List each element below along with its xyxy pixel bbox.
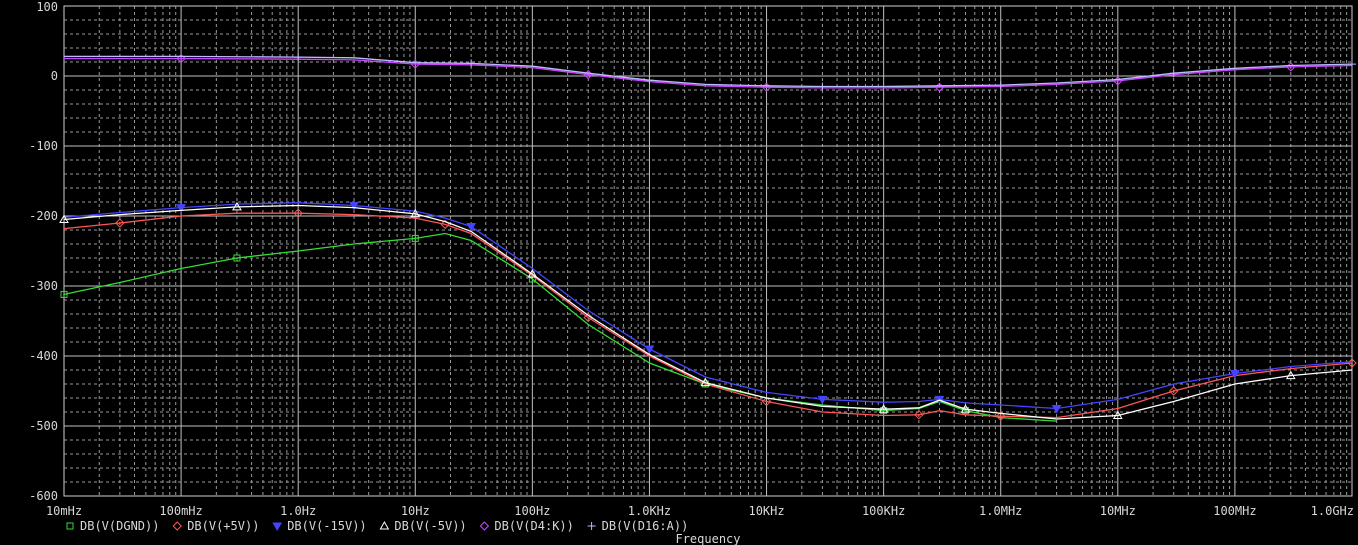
data-point-marker: [587, 522, 596, 530]
data-point-marker: [700, 377, 711, 387]
data-point-marker: [59, 214, 69, 223]
series-line: [63, 204, 1353, 420]
data-point-marker: [410, 208, 421, 218]
data-point-marker: [1112, 410, 1123, 419]
data-point-marker: [761, 396, 772, 407]
grid-lines: [64, 6, 1352, 496]
y-tick-label: -600: [29, 489, 58, 503]
data-point-marker: [960, 404, 971, 413]
x-tick-label: 100MHz: [1213, 504, 1256, 518]
data-point-marker: [479, 521, 490, 531]
data-point-marker: [411, 234, 419, 242]
y-tick-label: -400: [29, 349, 58, 363]
legend-item: DB(V(-5V)): [379, 519, 467, 533]
data-point-marker: [1230, 370, 1240, 379]
data-point-marker: [527, 269, 538, 278]
x-tick-label: 10mHz: [46, 504, 82, 518]
data-point-marker: [466, 223, 477, 232]
data-point-marker: [293, 208, 303, 218]
x-axis-label: Frequency: [675, 532, 740, 545]
data-point-marker: [294, 53, 303, 62]
x-tick-label: 10Hz: [401, 504, 430, 518]
legend-label: DB(V(-15V)): [287, 519, 366, 533]
legend-label: DB(V(D4:K)): [494, 519, 573, 533]
y-tick-label: 0: [51, 69, 58, 83]
data-point-marker: [66, 522, 74, 530]
y-tick-label: -200: [29, 209, 58, 223]
y-tick-label: -300: [29, 279, 58, 293]
series-layer: [59, 53, 1357, 422]
y-tick-label: -100: [29, 139, 58, 153]
data-point-marker: [115, 218, 125, 228]
y-tick-label: 100: [36, 0, 58, 14]
y-tick-label: -500: [29, 419, 58, 433]
data-point-marker: [233, 254, 241, 262]
data-point-marker: [644, 345, 655, 355]
data-point-marker: [172, 521, 182, 531]
legend-item: DB(V(D16:A)): [587, 519, 689, 533]
data-point-marker: [1169, 69, 1178, 78]
plot-area: [63, 5, 1353, 497]
data-point-marker: [1051, 405, 1062, 414]
series-line: [64, 55, 1353, 88]
data-point-marker: [996, 411, 1006, 421]
data-point-marker: [379, 520, 390, 530]
x-tick-label: 100KHz: [862, 504, 905, 518]
data-point-marker: [1285, 370, 1296, 380]
x-tick-label: 100Hz: [514, 504, 550, 518]
legend-label: DB(V(-5V)): [394, 519, 466, 533]
x-tick-label: 1.0Hz: [280, 504, 316, 518]
legend: DB(V(DGND)) DB(V(+5V)) DB(V(-15V)) DB(V(-5V…: [66, 519, 689, 533]
data-point-marker: [817, 395, 828, 405]
x-tick-label: 1.0KHz: [628, 504, 671, 518]
data-point-marker: [1348, 60, 1356, 69]
data-point-marker: [1168, 386, 1179, 396]
data-point-marker: [996, 81, 1005, 90]
data-point-marker: [914, 410, 924, 420]
series-3: [59, 201, 1353, 420]
series-line: [63, 212, 1353, 419]
x-tick-label: 10KHz: [748, 504, 784, 518]
x-tick-label: 100mHz: [159, 504, 202, 518]
data-point-marker: [645, 76, 654, 85]
data-point-marker: [583, 312, 593, 323]
data-point-marker: [232, 201, 242, 211]
data-point-marker: [349, 202, 359, 211]
legend-item: DB(V(D4:K)): [479, 519, 574, 533]
legend-item: DB(V(+5V)): [172, 519, 259, 533]
data-point-marker: [467, 59, 476, 68]
legend-label: DB(V(+5V)): [187, 519, 259, 533]
data-point-marker: [818, 82, 827, 91]
data-point-marker: [176, 53, 186, 64]
series-2: [63, 202, 1353, 414]
y-axis-ticks: 100 0 -100 -200 -300 -400 -500 -600: [29, 0, 58, 503]
series-5: [64, 53, 1356, 91]
series-line: [64, 57, 1353, 89]
x-axis-ticks: 10mHz 100mHz 1.0Hz 10Hz 100Hz 1.0KHz 10KHz 100K…: [46, 504, 1354, 518]
data-point-marker: [878, 404, 889, 413]
legend-label: DB(V(DGND)): [80, 519, 159, 533]
series-line: [63, 232, 1057, 422]
x-tick-label: 10MHz: [1100, 504, 1136, 518]
legend-item: DB(V(-15V)): [272, 519, 367, 533]
x-tick-label: 1.0GHz: [1311, 504, 1354, 518]
data-point-marker: [272, 522, 283, 532]
data-point-marker: [60, 290, 68, 298]
series-line: [63, 202, 1353, 410]
legend-label: DB(V(D16:A)): [602, 519, 689, 533]
data-point-marker: [176, 204, 186, 213]
x-tick-label: 1.0MHz: [979, 504, 1022, 518]
legend-item: DB(V(DGND)): [66, 519, 159, 533]
